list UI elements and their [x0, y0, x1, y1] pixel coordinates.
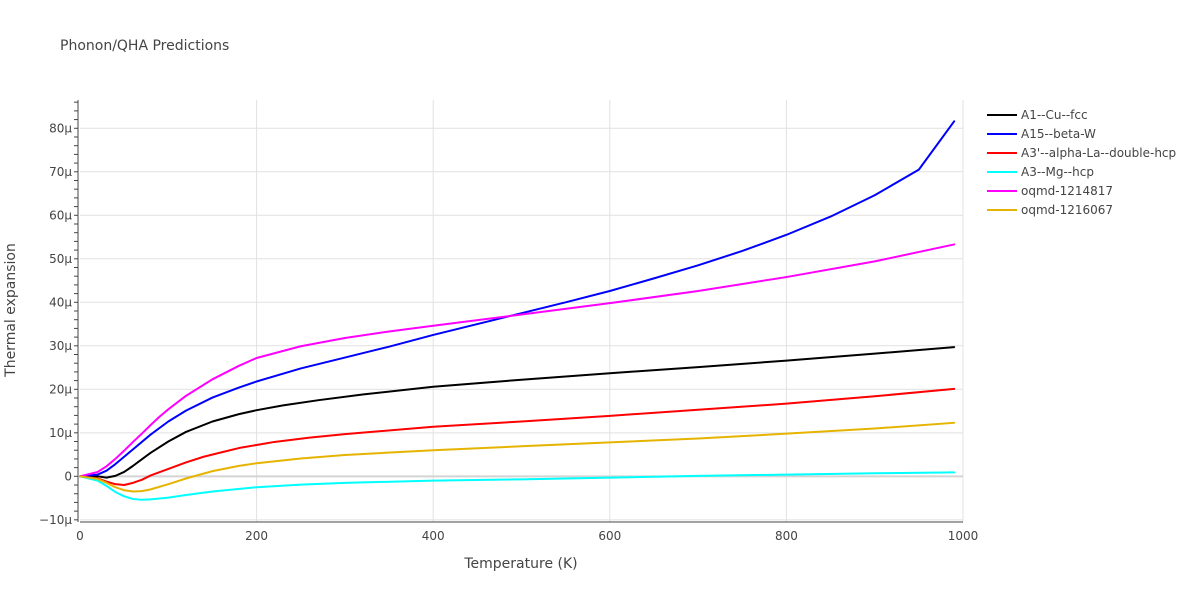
legend-item[interactable]: A3--Mg--hcp — [987, 165, 1094, 179]
legend-label: A1--Cu--fcc — [1021, 108, 1088, 122]
series-line-1 — [79, 120, 956, 478]
series-line-4 — [79, 243, 956, 478]
y-tick-label: 30μ — [49, 339, 72, 353]
x-tick-labels: 0 200 400 600 800 1000 — [76, 529, 978, 543]
x-tick-label: 400 — [422, 529, 445, 543]
y-tick-label: 0 — [64, 469, 72, 483]
x-axis-title: Temperature (K) — [463, 556, 577, 572]
series-line-2 — [79, 387, 956, 487]
legend-item[interactable]: A1--Cu--fcc — [987, 108, 1088, 122]
y-tick-label: 70μ — [49, 165, 72, 179]
legend[interactable]: A1--Cu--fcc A15--beta-W A3'--alpha-La--dou… — [987, 108, 1176, 217]
chart-title: Phonon/QHA Predictions — [60, 38, 229, 54]
series-lines — [79, 120, 956, 501]
legend-item[interactable]: oqmd-1216067 — [987, 203, 1113, 217]
y-tick-label: 20μ — [49, 382, 72, 396]
y-tick-label: 50μ — [49, 252, 72, 266]
legend-label: oqmd-1216067 — [1021, 203, 1113, 217]
gridlines — [80, 100, 964, 522]
x-tick-label: 0 — [76, 529, 84, 543]
x-tick-label: 600 — [598, 529, 621, 543]
axes — [74, 100, 963, 523]
y-tick-label: 10μ — [49, 426, 72, 440]
y-tick-label: −10μ — [39, 513, 72, 527]
legend-label: A15--beta-W — [1021, 127, 1096, 141]
y-tick-labels: −10μ 0 10μ 20μ 30μ 40μ 50μ 60μ 70μ 80μ — [39, 121, 72, 527]
y-tick-label: 60μ — [49, 208, 72, 222]
legend-item[interactable]: oqmd-1214817 — [987, 184, 1113, 198]
legend-label: A3'--alpha-La--double-hcp — [1021, 146, 1176, 160]
legend-label: A3--Mg--hcp — [1021, 165, 1094, 179]
x-tick-label: 1000 — [948, 529, 979, 543]
legend-item[interactable]: A15--beta-W — [987, 127, 1096, 141]
x-tick-label: 200 — [245, 529, 268, 543]
legend-item[interactable]: A3'--alpha-La--double-hcp — [987, 146, 1176, 160]
y-tick-label: 40μ — [49, 295, 72, 309]
y-axis-title: Thermal expansion — [3, 243, 19, 378]
series-line-3 — [79, 471, 956, 501]
legend-label: oqmd-1214817 — [1021, 184, 1113, 198]
y-tick-label: 80μ — [49, 121, 72, 135]
series-line-0 — [79, 346, 956, 479]
x-tick-label: 800 — [775, 529, 798, 543]
series-line-5 — [79, 421, 956, 493]
